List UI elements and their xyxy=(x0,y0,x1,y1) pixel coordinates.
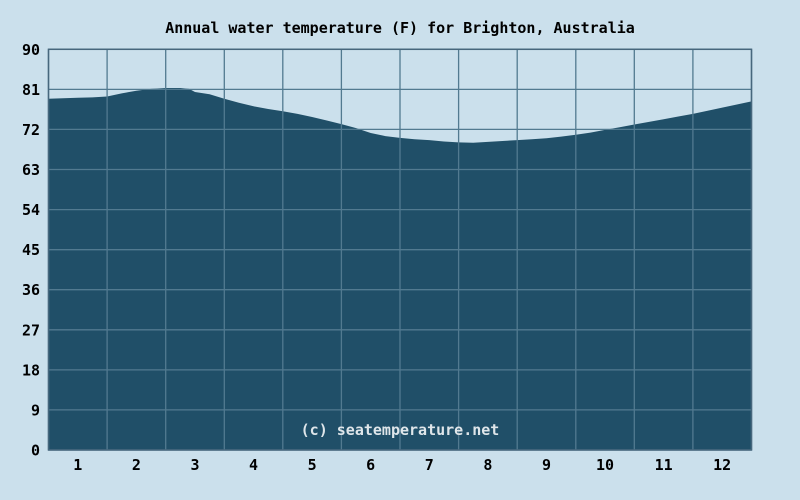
x-tick-label: 4 xyxy=(249,456,258,474)
x-tick-label: 12 xyxy=(713,456,731,474)
y-tick-label: 36 xyxy=(22,281,40,299)
chart-title: Annual water temperature (F) for Brighto… xyxy=(165,19,635,37)
y-tick-label: 18 xyxy=(22,361,40,379)
x-tick-label: 8 xyxy=(483,456,492,474)
y-tick-label: 54 xyxy=(22,201,40,219)
plot-border xyxy=(47,48,753,451)
y-tick-label: 72 xyxy=(22,121,40,139)
x-tick-label: 6 xyxy=(366,456,375,474)
y-tick-label: 81 xyxy=(22,81,40,99)
x-tick-label: 9 xyxy=(542,456,551,474)
x-tick-label: 3 xyxy=(190,456,199,474)
watermark: (c) seatemperature.net xyxy=(300,421,500,439)
x-tick-label: 10 xyxy=(596,456,614,474)
y-tick-label: 63 xyxy=(22,161,40,179)
y-tick-label: 9 xyxy=(31,401,40,419)
y-tick-label: 90 xyxy=(22,41,40,59)
x-tick-label: 5 xyxy=(308,456,317,474)
y-tick-label: 45 xyxy=(22,241,40,259)
x-tick-label: 2 xyxy=(132,456,141,474)
x-tick-label: 11 xyxy=(655,456,673,474)
y-tick-label: 0 xyxy=(31,442,40,460)
x-tick-label: 1 xyxy=(73,456,82,474)
y-tick-label: 27 xyxy=(22,321,40,339)
x-tick-label: 7 xyxy=(425,456,434,474)
